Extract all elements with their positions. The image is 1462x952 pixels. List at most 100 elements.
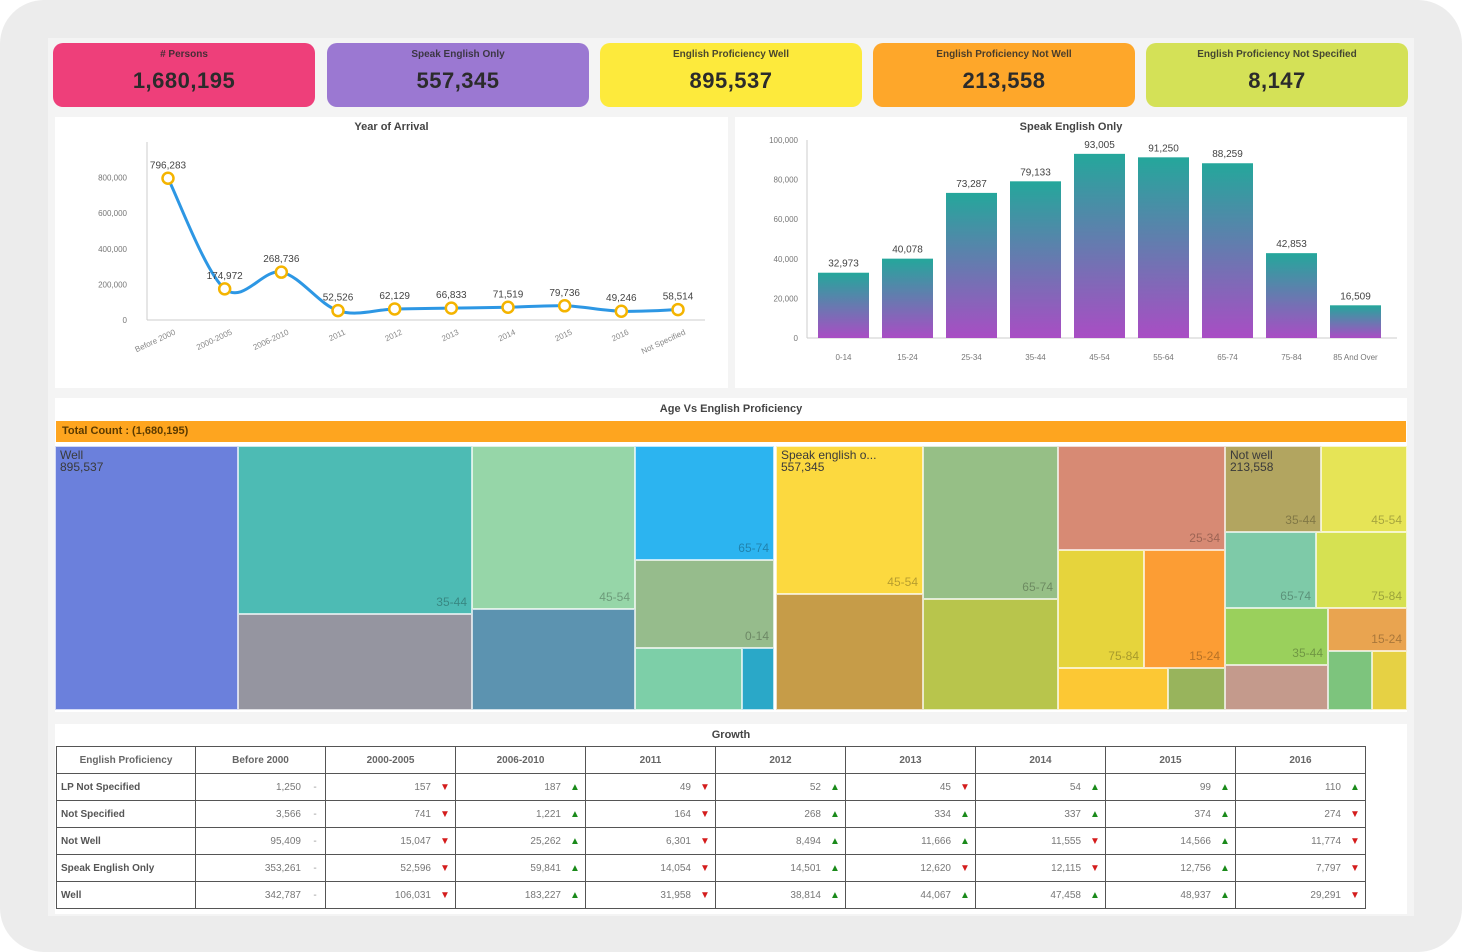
row-label: LP Not Specified	[56, 773, 196, 801]
data-label: 79,736	[549, 288, 580, 299]
column-header[interactable]: 2000-2005	[325, 746, 456, 774]
bar	[882, 258, 933, 338]
treemap-cell[interactable]: 15-24	[1144, 550, 1225, 668]
cell-value: 12,756	[1180, 862, 1211, 874]
cell-value: 14,566	[1180, 835, 1211, 847]
table-cell: 14,501 ▲	[715, 854, 846, 882]
treemap-cell[interactable]	[472, 609, 635, 710]
treemap-cell[interactable]: 65-74	[635, 446, 774, 560]
treemap-cell[interactable]: 65-74	[923, 446, 1058, 599]
table-cell: 59,841 ▲	[455, 854, 586, 882]
trend-up-icon: ▲	[1090, 889, 1100, 901]
x-tick-label: 25-34	[961, 353, 982, 362]
cell-value: 11,774	[1311, 835, 1341, 847]
table-row: Speak English Only 353,261-52,596 ▼ 59,841 ▲…	[56, 854, 1366, 882]
treemap-cell[interactable]	[742, 648, 774, 710]
trend-down-icon: ▼	[440, 781, 450, 793]
trend-neutral-icon: -	[313, 889, 317, 901]
trend-down-icon: ▼	[1090, 835, 1100, 847]
table-cell: 31,958 ▼	[585, 881, 716, 909]
table-row: Well 342,787-106,031 ▼ 183,227 ▲ 31,958 ▼ 38,81…	[56, 881, 1366, 909]
y-tick-label: 60,000	[774, 215, 799, 224]
treemap-cell[interactable]: 35-44	[238, 446, 472, 614]
table-cell: 1,221 ▲	[455, 800, 586, 828]
kpi-value: 895,537	[689, 68, 773, 93]
column-header[interactable]: 2006-2010	[455, 746, 586, 774]
treemap-cell[interactable]	[1058, 668, 1168, 710]
column-header[interactable]: Before 2000	[195, 746, 326, 774]
cell-value: 99	[1199, 781, 1211, 793]
treemap-cell[interactable]	[238, 614, 472, 710]
treemap-cell[interactable]	[1168, 668, 1225, 710]
table-row: LP Not Specified 1,250-157 ▼ 187 ▲ 49 ▼ 52 ▲ 45 ▼ 5…	[56, 773, 1366, 801]
treemap-cell[interactable]: Well 895,537	[55, 446, 238, 710]
cell-value: 45	[939, 781, 951, 793]
treemap-cell[interactable]	[923, 599, 1058, 710]
x-tick-label: 2000-2005	[195, 327, 234, 352]
column-header[interactable]: English Proficiency	[56, 746, 196, 774]
table-cell: 14,566 ▲	[1105, 827, 1236, 855]
treemap-group-label: Speak english o... 557,345	[781, 449, 876, 473]
treemap-cell-label: 45-54	[599, 590, 630, 604]
kpi-card[interactable]: English Proficiency Not Well 213,558	[873, 43, 1135, 107]
column-header[interactable]: 2015	[1105, 746, 1236, 774]
column-header[interactable]: 2016	[1235, 746, 1366, 774]
cell-value: 14,501	[790, 862, 821, 874]
table-cell: 52 ▲	[715, 773, 846, 801]
treemap-cell[interactable]: Not well 213,558 35-44	[1225, 446, 1321, 532]
kpi-value: 8,147	[1248, 68, 1306, 93]
kpi-card[interactable]: Speak English Only 557,345	[327, 43, 589, 107]
column-header[interactable]: 2011	[585, 746, 716, 774]
trend-neutral-icon: -	[313, 781, 317, 793]
treemap-cell[interactable]	[1372, 651, 1407, 710]
treemap-cell[interactable]: 35-44	[1225, 608, 1328, 665]
treemap-cell[interactable]: 25-34	[1058, 446, 1225, 550]
growth-table: English Proficiency Before 2000 2000-2005 2…	[56, 746, 1366, 909]
table-cell: 25,262 ▲	[455, 827, 586, 855]
kpi-card[interactable]: English Proficiency Well 895,537	[600, 43, 862, 107]
row-label: Not Specified	[56, 800, 196, 828]
treemap-total-label: Total Count : (1,680,195)	[62, 425, 189, 437]
cell-value: 11,555	[1051, 835, 1081, 847]
x-tick-label: 15-24	[897, 353, 918, 362]
cell-value: 106,031	[394, 889, 431, 901]
treemap-cell[interactable]	[1225, 665, 1328, 710]
treemap-cell[interactable]	[1328, 651, 1372, 710]
data-label: 71,519	[493, 289, 524, 300]
treemap-cell-label: 15-24	[1371, 632, 1402, 646]
treemap-cell[interactable]	[635, 648, 742, 710]
treemap-cell[interactable]: 15-24	[1328, 608, 1407, 651]
treemap-cell-label: 0-14	[744, 629, 769, 643]
treemap-cell[interactable]: 75-84	[1058, 550, 1144, 668]
x-tick-label: 35-44	[1025, 353, 1046, 362]
table-cell: 29,291 ▼	[1235, 881, 1366, 909]
data-point	[501, 300, 515, 315]
column-header[interactable]: 2013	[845, 746, 976, 774]
x-tick-label: 65-74	[1217, 353, 1238, 362]
treemap-cell[interactable]: 45-54	[472, 446, 635, 609]
table-cell: 45 ▼	[845, 773, 976, 801]
treemap-cell[interactable]: 65-74	[1225, 532, 1316, 608]
data-label: 32,973	[828, 259, 859, 270]
treemap-cell[interactable]: 45-54	[1321, 446, 1407, 532]
data-point	[557, 299, 572, 313]
treemap-group-label: Well 895,537	[60, 449, 103, 473]
table-cell: 334 ▲	[845, 800, 976, 828]
trend-up-icon: ▲	[830, 889, 840, 901]
table-cell: 353,261-	[195, 854, 326, 882]
treemap-cell[interactable]: 75-84	[1316, 532, 1407, 608]
trend-down-icon: ▼	[1350, 862, 1360, 874]
cell-value: 334	[934, 808, 951, 820]
cell-value: 183,227	[524, 889, 561, 901]
column-header[interactable]: 2014	[975, 746, 1106, 774]
kpi-card[interactable]: # Persons 1,680,195	[53, 43, 315, 107]
kpi-card[interactable]: English Proficiency Not Specified 8,147	[1146, 43, 1408, 107]
trend-down-icon: ▼	[440, 808, 450, 820]
treemap-cell[interactable]: Speak english o... 557,345 45-54	[776, 446, 923, 594]
column-header[interactable]: 2012	[715, 746, 846, 774]
cell-value: 3,566	[275, 808, 301, 820]
speak-english-only-title: Speak English Only	[1019, 121, 1123, 133]
y-tick-label: 0	[123, 316, 128, 325]
treemap-cell[interactable]	[776, 594, 923, 710]
treemap-cell[interactable]: 0-14	[635, 560, 774, 648]
